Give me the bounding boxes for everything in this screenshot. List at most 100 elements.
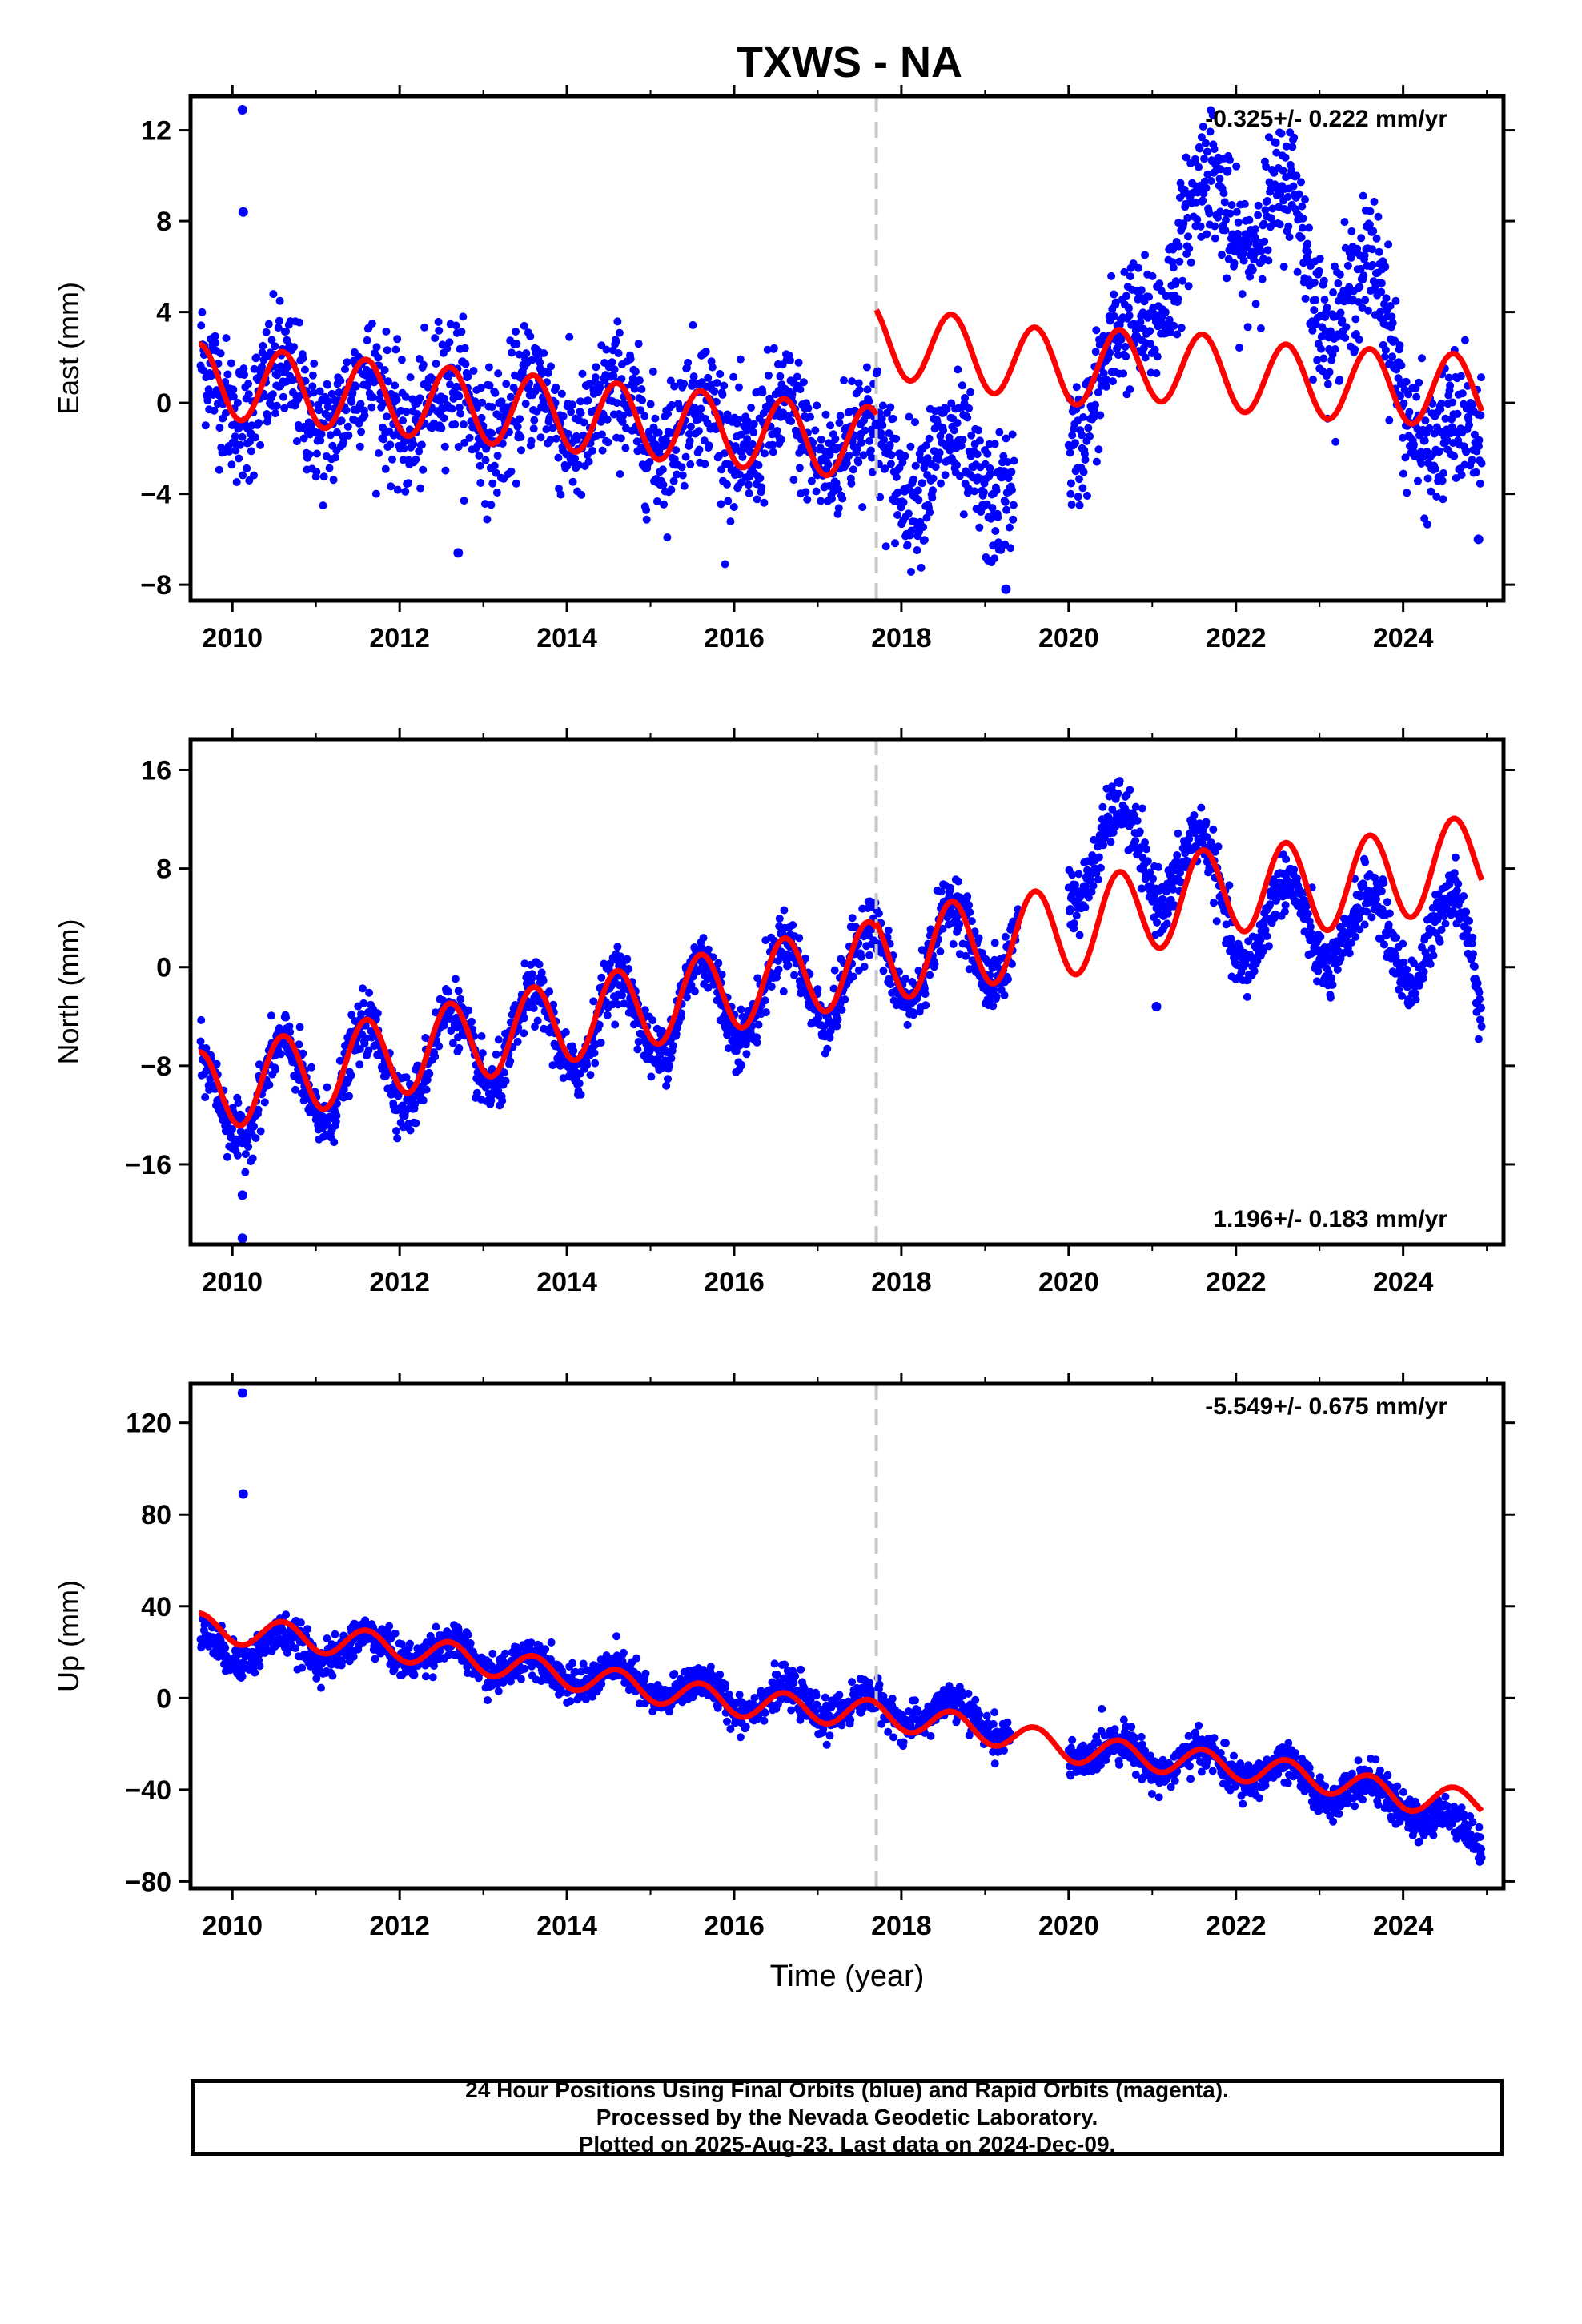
- data-point: [1094, 445, 1103, 454]
- data-point: [774, 965, 783, 974]
- data-point: [1268, 204, 1277, 213]
- data-point: [549, 1000, 558, 1009]
- data-point: [1384, 240, 1393, 249]
- data-point: [446, 380, 454, 389]
- data-point: [917, 479, 926, 488]
- data-point: [255, 419, 263, 428]
- data-point: [701, 460, 709, 468]
- data-point: [664, 409, 672, 418]
- data-point: [1361, 858, 1370, 866]
- data-point: [994, 513, 1002, 521]
- data-point: [1292, 171, 1301, 180]
- data-point: [1098, 802, 1107, 811]
- data-point: [866, 446, 875, 455]
- data-point: [892, 434, 901, 443]
- data-point: [1179, 219, 1188, 228]
- data-point: [642, 515, 651, 524]
- data-point: [681, 452, 690, 461]
- data-point: [761, 449, 769, 458]
- data-point: [676, 404, 685, 413]
- data-point: [1079, 413, 1087, 421]
- data-point: [1295, 890, 1304, 899]
- data-point: [359, 984, 367, 993]
- data-point: [1276, 190, 1285, 199]
- data-point: [291, 1085, 299, 1094]
- data-point: [1398, 991, 1406, 1000]
- data-point: [1385, 416, 1394, 424]
- data-point: [437, 424, 446, 432]
- data-point: [454, 987, 463, 995]
- data-point: [669, 1041, 677, 1050]
- data-point: [232, 478, 241, 486]
- outlier-point: [1001, 584, 1011, 594]
- data-point: [271, 409, 279, 418]
- data-point: [953, 460, 961, 469]
- data-point: [204, 385, 213, 394]
- data-point: [630, 384, 639, 393]
- data-point: [1367, 913, 1376, 922]
- data-point: [899, 498, 908, 507]
- data-point: [1474, 442, 1483, 451]
- data-point: [995, 428, 1004, 436]
- data-point: [569, 1047, 578, 1055]
- data-point: [597, 973, 606, 982]
- data-point: [324, 397, 333, 406]
- data-point: [198, 308, 207, 316]
- data-point: [1195, 144, 1204, 153]
- data-point: [1468, 939, 1476, 948]
- data-point: [275, 296, 284, 305]
- data-point: [229, 385, 238, 394]
- data-point: [1125, 312, 1134, 320]
- data-point: [749, 428, 758, 436]
- data-point: [341, 365, 349, 373]
- data-point: [387, 482, 396, 491]
- data-point: [464, 372, 472, 380]
- data-point: [520, 321, 528, 330]
- data-point: [946, 445, 954, 454]
- data-point: [541, 405, 550, 413]
- data-point: [1379, 879, 1388, 887]
- data-point: [572, 435, 581, 444]
- data-point: [239, 364, 248, 373]
- data-point: [1386, 302, 1395, 310]
- data-point: [494, 369, 503, 378]
- data-point: [974, 426, 982, 435]
- data-point: [380, 366, 389, 374]
- data-point: [456, 409, 465, 418]
- data-point: [795, 934, 804, 943]
- data-point: [1131, 802, 1140, 811]
- data-point: [1395, 341, 1404, 350]
- data-point: [1446, 381, 1455, 390]
- data-point: [721, 560, 729, 569]
- data-point: [222, 334, 231, 343]
- data-point: [880, 436, 889, 444]
- data-point: [913, 486, 922, 495]
- data-point: [383, 346, 391, 355]
- data-point: [735, 383, 743, 392]
- data-point: [1280, 907, 1289, 916]
- data-point: [632, 437, 641, 446]
- data-point: [893, 488, 902, 497]
- data-point: [754, 461, 763, 469]
- data-point: [596, 1039, 605, 1047]
- data-point: [595, 1020, 604, 1029]
- data-point: [1002, 505, 1011, 514]
- data-point: [779, 987, 788, 995]
- data-point: [1319, 276, 1328, 285]
- data-point: [608, 1000, 617, 1009]
- data-point: [946, 883, 954, 892]
- data-point: [1264, 942, 1273, 951]
- data-point: [777, 436, 785, 444]
- data-point: [1444, 373, 1453, 382]
- data-point: [1387, 312, 1396, 321]
- data-point: [448, 404, 456, 413]
- data-point: [826, 421, 835, 430]
- data-point: [1136, 318, 1145, 327]
- data-point: [929, 474, 938, 483]
- data-point: [823, 1044, 832, 1053]
- data-point: [527, 436, 536, 445]
- data-point: [315, 387, 324, 396]
- data-point: [1333, 965, 1342, 974]
- data-point: [256, 440, 265, 449]
